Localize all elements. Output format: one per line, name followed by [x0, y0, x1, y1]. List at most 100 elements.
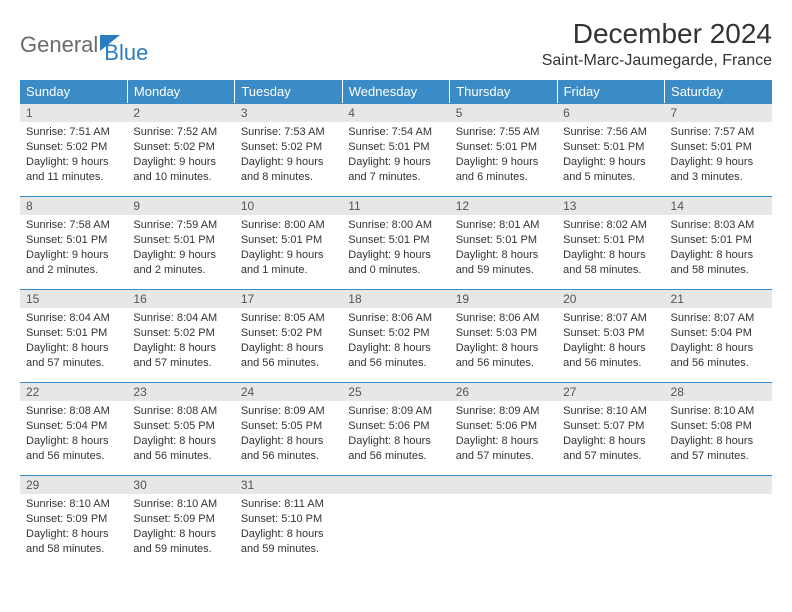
day-details: Sunrise: 8:07 AMSunset: 5:04 PMDaylight:… [665, 308, 772, 382]
calendar-cell: 2Sunrise: 7:52 AMSunset: 5:02 PMDaylight… [127, 103, 234, 196]
weekday-header: Tuesday [235, 80, 342, 103]
day-number: 23 [127, 382, 234, 401]
calendar-cell: 10Sunrise: 8:00 AMSunset: 5:01 PMDayligh… [235, 196, 342, 289]
day-number: 26 [450, 382, 557, 401]
day-number: 12 [450, 196, 557, 215]
calendar-cell: 1Sunrise: 7:51 AMSunset: 5:02 PMDaylight… [20, 103, 127, 196]
calendar-cell: 20Sunrise: 8:07 AMSunset: 5:03 PMDayligh… [557, 289, 664, 382]
day-details-blank [450, 494, 557, 568]
day-number: 22 [20, 382, 127, 401]
day-details-blank [557, 494, 664, 568]
day-details: Sunrise: 8:08 AMSunset: 5:05 PMDaylight:… [127, 401, 234, 475]
calendar-cell: 5Sunrise: 7:55 AMSunset: 5:01 PMDaylight… [450, 103, 557, 196]
day-details: Sunrise: 8:03 AMSunset: 5:01 PMDaylight:… [665, 215, 772, 289]
calendar-cell: 8Sunrise: 7:58 AMSunset: 5:01 PMDaylight… [20, 196, 127, 289]
logo-word1: General [20, 32, 98, 58]
calendar-cell: 31Sunrise: 8:11 AMSunset: 5:10 PMDayligh… [235, 475, 342, 568]
day-details: Sunrise: 8:10 AMSunset: 5:09 PMDaylight:… [20, 494, 127, 568]
day-number: 18 [342, 289, 449, 308]
logo: General Blue [20, 24, 148, 66]
day-details: Sunrise: 7:53 AMSunset: 5:02 PMDaylight:… [235, 122, 342, 196]
day-details: Sunrise: 7:59 AMSunset: 5:01 PMDaylight:… [127, 215, 234, 289]
calendar-cell: 12Sunrise: 8:01 AMSunset: 5:01 PMDayligh… [450, 196, 557, 289]
day-details: Sunrise: 8:11 AMSunset: 5:10 PMDaylight:… [235, 494, 342, 568]
calendar-cell-blank [450, 475, 557, 568]
day-details: Sunrise: 8:04 AMSunset: 5:02 PMDaylight:… [127, 308, 234, 382]
day-number: 13 [557, 196, 664, 215]
header: General Blue December 2024 Saint-Marc-Ja… [20, 18, 772, 74]
calendar-cell: 6Sunrise: 7:56 AMSunset: 5:01 PMDaylight… [557, 103, 664, 196]
calendar-cell: 11Sunrise: 8:00 AMSunset: 5:01 PMDayligh… [342, 196, 449, 289]
calendar-cell: 18Sunrise: 8:06 AMSunset: 5:02 PMDayligh… [342, 289, 449, 382]
calendar-cell: 17Sunrise: 8:05 AMSunset: 5:02 PMDayligh… [235, 289, 342, 382]
calendar-row: 29Sunrise: 8:10 AMSunset: 5:09 PMDayligh… [20, 475, 772, 568]
day-number: 5 [450, 103, 557, 122]
weekday-header: Sunday [20, 80, 127, 103]
calendar-body: 1Sunrise: 7:51 AMSunset: 5:02 PMDaylight… [20, 103, 772, 568]
weekday-header: Wednesday [342, 80, 449, 103]
location: Saint-Marc-Jaumegarde, France [542, 52, 772, 70]
day-number: 2 [127, 103, 234, 122]
calendar-cell-blank [342, 475, 449, 568]
day-details: Sunrise: 8:00 AMSunset: 5:01 PMDaylight:… [342, 215, 449, 289]
day-details-blank [342, 494, 449, 568]
day-details: Sunrise: 8:01 AMSunset: 5:01 PMDaylight:… [450, 215, 557, 289]
day-number: 6 [557, 103, 664, 122]
calendar-cell: 22Sunrise: 8:08 AMSunset: 5:04 PMDayligh… [20, 382, 127, 475]
day-details: Sunrise: 7:54 AMSunset: 5:01 PMDaylight:… [342, 122, 449, 196]
day-number: 1 [20, 103, 127, 122]
calendar-row: 1Sunrise: 7:51 AMSunset: 5:02 PMDaylight… [20, 103, 772, 196]
calendar-cell-blank [557, 475, 664, 568]
day-number: 8 [20, 196, 127, 215]
calendar-row: 22Sunrise: 8:08 AMSunset: 5:04 PMDayligh… [20, 382, 772, 475]
calendar-cell: 4Sunrise: 7:54 AMSunset: 5:01 PMDaylight… [342, 103, 449, 196]
weekday-header: Saturday [665, 80, 772, 103]
day-number: 17 [235, 289, 342, 308]
logo-word2: Blue [104, 40, 148, 66]
day-details: Sunrise: 8:02 AMSunset: 5:01 PMDaylight:… [557, 215, 664, 289]
day-details: Sunrise: 8:07 AMSunset: 5:03 PMDaylight:… [557, 308, 664, 382]
calendar-row: 15Sunrise: 8:04 AMSunset: 5:01 PMDayligh… [20, 289, 772, 382]
day-details: Sunrise: 8:10 AMSunset: 5:09 PMDaylight:… [127, 494, 234, 568]
day-number: 24 [235, 382, 342, 401]
calendar-cell: 16Sunrise: 8:04 AMSunset: 5:02 PMDayligh… [127, 289, 234, 382]
day-details: Sunrise: 7:51 AMSunset: 5:02 PMDaylight:… [20, 122, 127, 196]
day-number: 15 [20, 289, 127, 308]
day-number: 11 [342, 196, 449, 215]
day-details: Sunrise: 8:00 AMSunset: 5:01 PMDaylight:… [235, 215, 342, 289]
day-number: 31 [235, 475, 342, 494]
calendar-cell: 26Sunrise: 8:09 AMSunset: 5:06 PMDayligh… [450, 382, 557, 475]
day-number: 29 [20, 475, 127, 494]
calendar-row: 8Sunrise: 7:58 AMSunset: 5:01 PMDaylight… [20, 196, 772, 289]
day-details: Sunrise: 8:08 AMSunset: 5:04 PMDaylight:… [20, 401, 127, 475]
calendar-cell: 7Sunrise: 7:57 AMSunset: 5:01 PMDaylight… [665, 103, 772, 196]
day-number: 4 [342, 103, 449, 122]
day-number-blank [665, 475, 772, 494]
calendar-cell: 14Sunrise: 8:03 AMSunset: 5:01 PMDayligh… [665, 196, 772, 289]
calendar-cell: 9Sunrise: 7:59 AMSunset: 5:01 PMDaylight… [127, 196, 234, 289]
day-number: 3 [235, 103, 342, 122]
day-details: Sunrise: 8:04 AMSunset: 5:01 PMDaylight:… [20, 308, 127, 382]
day-number: 16 [127, 289, 234, 308]
calendar-cell: 28Sunrise: 8:10 AMSunset: 5:08 PMDayligh… [665, 382, 772, 475]
day-number: 7 [665, 103, 772, 122]
day-details: Sunrise: 8:10 AMSunset: 5:08 PMDaylight:… [665, 401, 772, 475]
day-details: Sunrise: 8:09 AMSunset: 5:05 PMDaylight:… [235, 401, 342, 475]
day-number: 10 [235, 196, 342, 215]
calendar-cell: 15Sunrise: 8:04 AMSunset: 5:01 PMDayligh… [20, 289, 127, 382]
weekday-header: Friday [557, 80, 664, 103]
title-block: December 2024 Saint-Marc-Jaumegarde, Fra… [542, 18, 772, 74]
day-number-blank [557, 475, 664, 494]
day-number: 9 [127, 196, 234, 215]
calendar-table: Sunday Monday Tuesday Wednesday Thursday… [20, 80, 772, 568]
day-number: 28 [665, 382, 772, 401]
day-details: Sunrise: 7:55 AMSunset: 5:01 PMDaylight:… [450, 122, 557, 196]
calendar-cell: 23Sunrise: 8:08 AMSunset: 5:05 PMDayligh… [127, 382, 234, 475]
calendar-cell-blank [665, 475, 772, 568]
day-number: 30 [127, 475, 234, 494]
day-details: Sunrise: 8:05 AMSunset: 5:02 PMDaylight:… [235, 308, 342, 382]
day-number: 19 [450, 289, 557, 308]
day-details: Sunrise: 7:58 AMSunset: 5:01 PMDaylight:… [20, 215, 127, 289]
day-details: Sunrise: 8:06 AMSunset: 5:03 PMDaylight:… [450, 308, 557, 382]
weekday-header-row: Sunday Monday Tuesday Wednesday Thursday… [20, 80, 772, 103]
